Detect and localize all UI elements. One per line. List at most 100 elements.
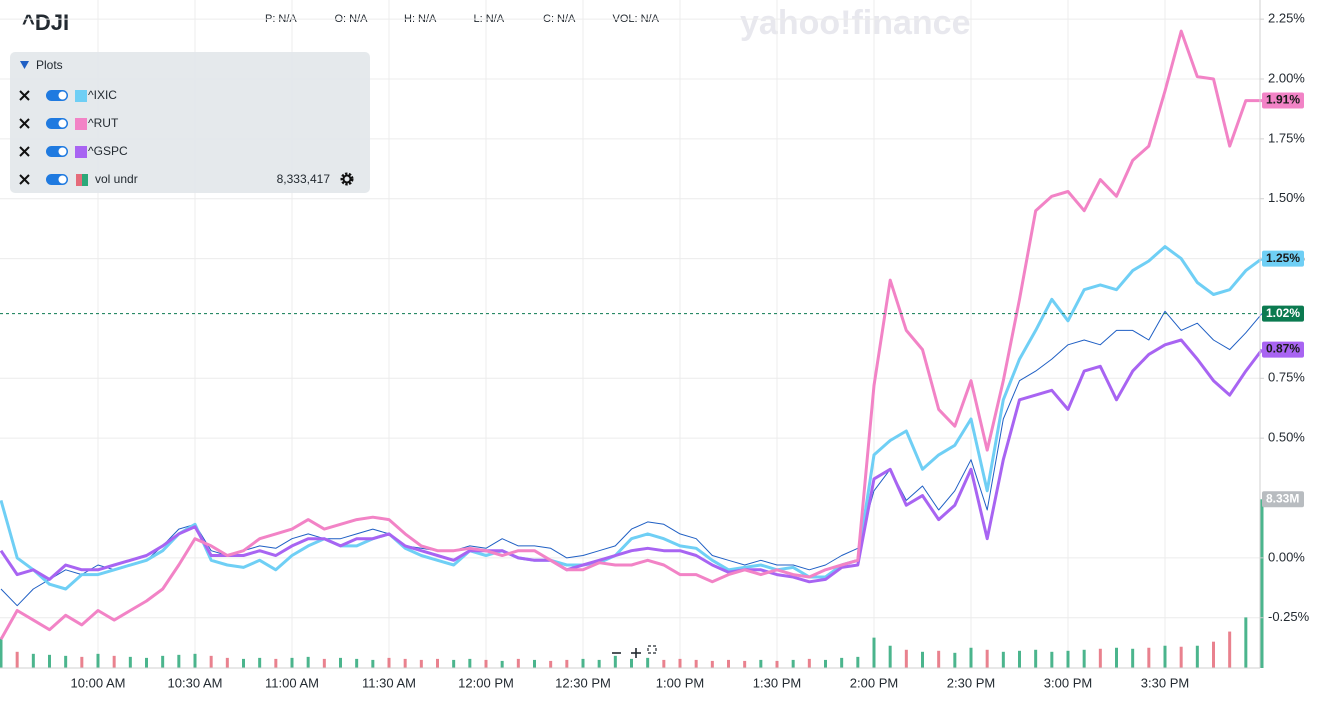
volume-bar bbox=[646, 657, 650, 668]
last-value-badge bbox=[1262, 305, 1304, 322]
volume-bar bbox=[1147, 647, 1151, 668]
volume-bar bbox=[436, 658, 439, 668]
legend-swatch bbox=[75, 90, 87, 102]
toggle-knob bbox=[58, 147, 67, 156]
volume-bar bbox=[1034, 649, 1038, 668]
last-value-label: 8.33M bbox=[1266, 491, 1299, 505]
volume-bar bbox=[306, 656, 310, 668]
series-line bbox=[0, 245, 1263, 591]
legend-label: ^IXIC bbox=[88, 88, 117, 102]
volume-bar bbox=[953, 652, 957, 668]
volume-bar bbox=[419, 659, 423, 668]
volume-bar bbox=[791, 659, 795, 668]
y-tick-label: 2.00% bbox=[1268, 70, 1305, 85]
volume-bar bbox=[1131, 648, 1135, 668]
legend: ^IXIC ^RUT ^GSPC vol undr 8,333,417 bbox=[19, 88, 354, 186]
volume-bar bbox=[662, 659, 666, 668]
volume-bar bbox=[64, 655, 68, 668]
volume-bar bbox=[807, 658, 811, 668]
x-tick-label: 1:00 PM bbox=[656, 675, 704, 690]
x-tick-label: 10:30 AM bbox=[168, 675, 223, 690]
legend-swatch bbox=[75, 118, 87, 130]
plots-panel: Plots bbox=[10, 52, 370, 193]
legend-label: vol undr bbox=[95, 172, 138, 186]
volume-bar bbox=[1050, 651, 1054, 668]
series-line bbox=[0, 338, 1264, 584]
x-tick-label: 11:00 AM bbox=[265, 675, 319, 690]
last-value-badge bbox=[1262, 250, 1304, 267]
x-tick-label: 12:30 PM bbox=[555, 675, 611, 690]
volume-bar bbox=[468, 658, 472, 668]
zoom-controls[interactable] bbox=[612, 645, 657, 658]
volume-bar bbox=[387, 657, 391, 668]
volume-bar bbox=[516, 658, 520, 668]
x-tick-label: 2:30 PM bbox=[947, 675, 995, 690]
symbol-title: ^DJI bbox=[22, 10, 69, 35]
volume-bar bbox=[1098, 648, 1102, 668]
settings-icon[interactable] bbox=[340, 172, 354, 186]
x-tick-label: 3:30 PM bbox=[1141, 675, 1189, 690]
legend-swatch bbox=[82, 174, 88, 186]
volume-bar bbox=[937, 650, 941, 668]
remove-icon[interactable] bbox=[19, 118, 30, 129]
volume-bar bbox=[322, 658, 326, 668]
remove-icon[interactable] bbox=[19, 90, 30, 101]
volume-bar bbox=[258, 657, 262, 668]
volume-bar bbox=[1244, 617, 1248, 668]
settings-icon-core bbox=[342, 174, 352, 184]
x-tick-label: 10:00 AM bbox=[71, 675, 126, 690]
y-tick-label: 0.50% bbox=[1268, 430, 1305, 445]
legend-swatch bbox=[76, 174, 82, 186]
volume-bar bbox=[31, 653, 35, 668]
volume-bar bbox=[775, 660, 779, 668]
volume-bar bbox=[371, 659, 375, 668]
toggle-knob bbox=[58, 175, 67, 184]
collapse-arrow[interactable] bbox=[20, 61, 29, 69]
last-value-badge bbox=[1262, 92, 1304, 109]
volume-bar bbox=[1228, 631, 1232, 668]
volume-bar bbox=[1179, 646, 1183, 668]
last-value-label: 1.91% bbox=[1266, 93, 1300, 107]
volume-bar bbox=[48, 654, 51, 668]
x-tick-label: 2:00 PM bbox=[850, 675, 898, 690]
volume-bar bbox=[1115, 647, 1118, 668]
volume-bar bbox=[193, 653, 197, 668]
legend-value: 8,333,417 bbox=[277, 172, 331, 186]
volume-bar bbox=[565, 659, 569, 668]
remove-icon[interactable] bbox=[19, 174, 30, 185]
volume-bar bbox=[743, 660, 747, 668]
volume-bar bbox=[694, 659, 698, 668]
watermark: yahoo!finance bbox=[740, 4, 970, 42]
volume-bar bbox=[242, 658, 245, 668]
volume-bar bbox=[1001, 651, 1005, 668]
volume-bar bbox=[112, 655, 116, 668]
volume-bar bbox=[225, 657, 229, 668]
panel-title: Plots bbox=[36, 58, 63, 72]
volume-bar bbox=[824, 659, 827, 668]
legend-label: ^GSPC bbox=[88, 144, 128, 158]
series-line bbox=[0, 29, 1262, 641]
volume-bar bbox=[1260, 499, 1264, 668]
last-value-badge bbox=[1262, 341, 1304, 358]
volume-bar bbox=[921, 651, 924, 668]
fullscreen[interactable] bbox=[647, 645, 657, 654]
last-value-label: 0.87% bbox=[1266, 342, 1300, 356]
x-tick-label: 1:30 PM bbox=[753, 675, 801, 690]
toggle-knob bbox=[58, 119, 67, 128]
volume-bar bbox=[339, 657, 342, 668]
volume-bar bbox=[1212, 641, 1215, 668]
volume-bar bbox=[581, 658, 585, 668]
volume-bar bbox=[597, 659, 601, 668]
volume-bar bbox=[15, 651, 19, 668]
volume-bar bbox=[290, 657, 294, 668]
volume-bar bbox=[888, 645, 892, 668]
panel-bg bbox=[10, 52, 370, 193]
volume-bar bbox=[1066, 650, 1070, 668]
volume-bar bbox=[274, 658, 278, 668]
volume-bar bbox=[1163, 645, 1167, 668]
volume-bar bbox=[145, 657, 148, 668]
volume-bar bbox=[856, 656, 860, 668]
volume-bar bbox=[727, 659, 730, 668]
remove-icon[interactable] bbox=[19, 146, 30, 157]
volume-bar bbox=[80, 656, 84, 668]
